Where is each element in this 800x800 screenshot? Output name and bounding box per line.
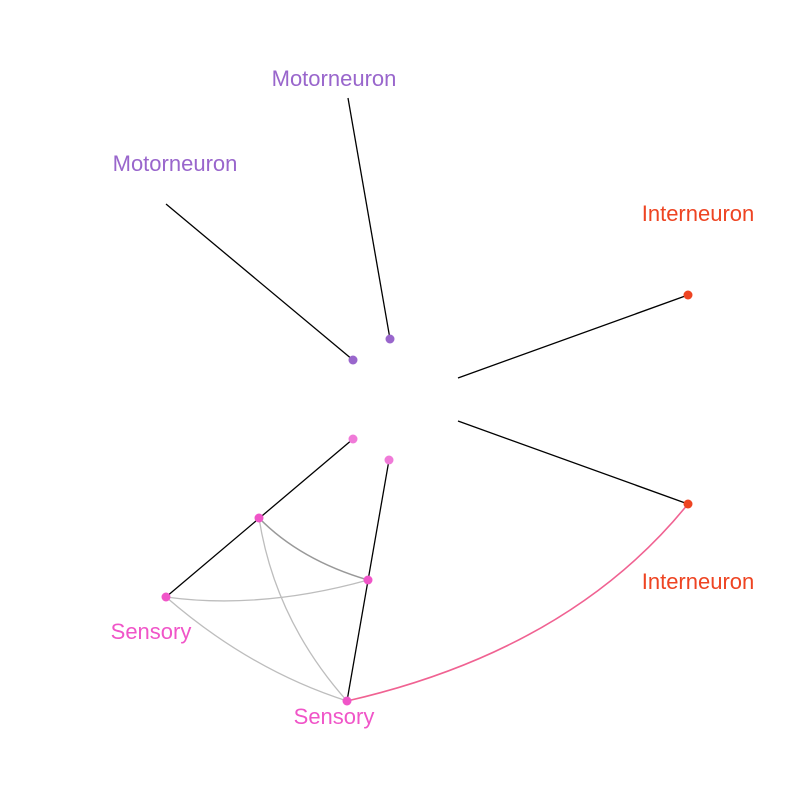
node-motor-2 [385, 334, 395, 344]
axis-motor-left [165, 203, 354, 361]
edge-sensory-4 [258, 517, 369, 581]
axis-inter-top [457, 294, 689, 379]
label-sensory-bottom: Sensory [294, 704, 375, 729]
edge-sensory-inter [346, 503, 689, 702]
label-inter-bottom: Interneuron [642, 569, 755, 594]
node-sensory-6 [342, 696, 352, 706]
label-sensory-left: Sensory [111, 619, 192, 644]
edge-sensory-3 [258, 517, 348, 702]
node-sensory-5 [161, 592, 171, 602]
node-inter-1 [683, 290, 693, 300]
axis-motor-top [347, 97, 391, 340]
node-inter-2 [683, 499, 693, 509]
edge-sensory-1 [165, 579, 369, 602]
node-sensory-1 [348, 434, 358, 444]
edge-sensory-2 [165, 596, 348, 702]
node-sensory-4 [363, 575, 373, 585]
label-motor-left: Motorneuron [113, 151, 238, 176]
label-motor-top: Motorneuron [272, 66, 397, 91]
node-motor-1 [348, 355, 358, 365]
axis-inter-bottom [457, 420, 689, 505]
node-sensory-2 [384, 455, 394, 465]
node-sensory-3 [254, 513, 264, 523]
label-inter-top: Interneuron [642, 201, 755, 226]
